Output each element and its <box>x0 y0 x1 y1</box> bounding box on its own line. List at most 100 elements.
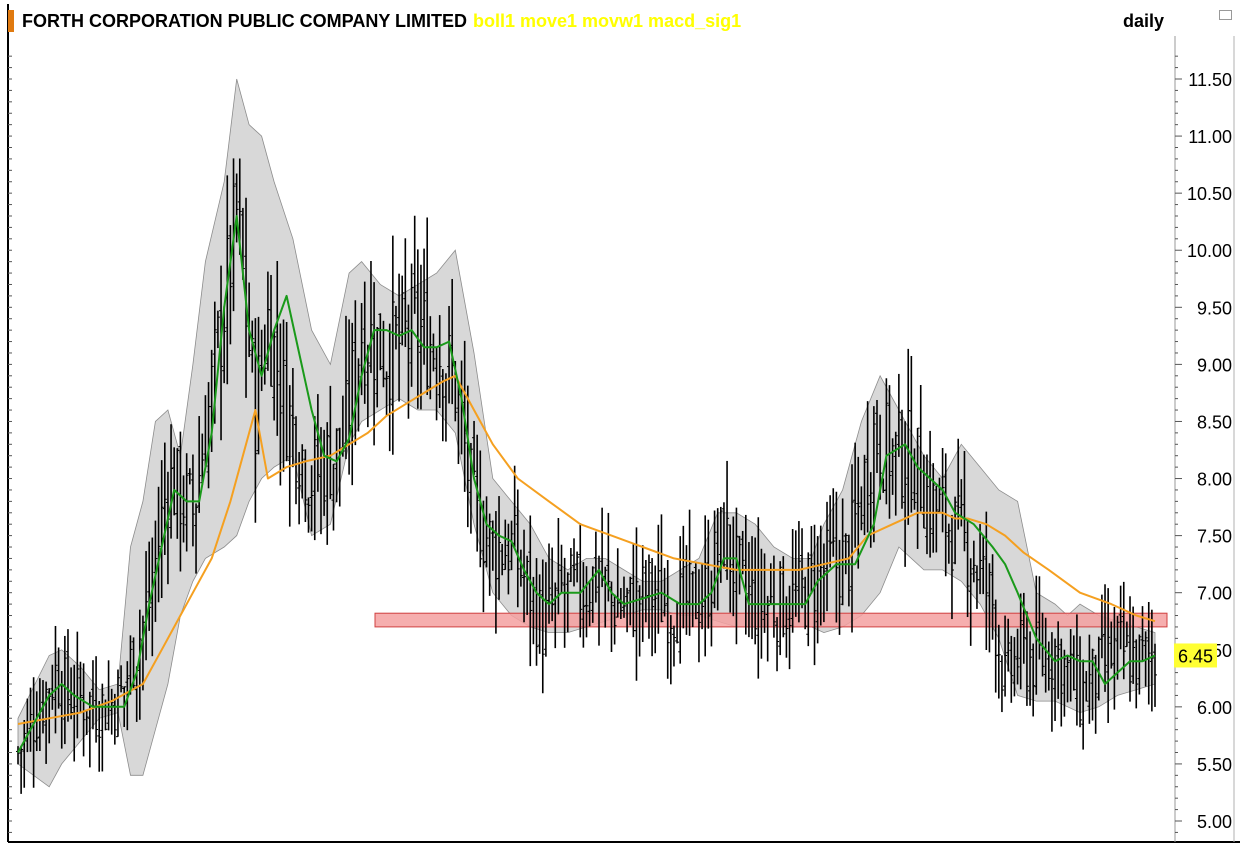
ohlc-bar <box>924 454 929 555</box>
ohlc-bar <box>287 385 292 527</box>
ohlc-bar <box>65 629 70 722</box>
ohlc-bar <box>368 261 373 374</box>
ohlc-bar <box>909 355 914 513</box>
ohlc-bar <box>790 529 795 633</box>
ohlc-bar <box>484 496 489 568</box>
ohlc-bar <box>78 661 83 714</box>
ohlc-bar <box>53 625 58 734</box>
ohlc-bar <box>500 543 505 576</box>
ohlc-bar <box>934 485 939 553</box>
ohlc-bar <box>706 519 711 629</box>
ohlc-bar <box>528 515 533 667</box>
ohlc-bar <box>671 625 676 667</box>
ohlc-bar <box>515 489 520 608</box>
ohlc-bar <box>1118 585 1123 650</box>
ohlc-bars-layer <box>16 158 1157 794</box>
ohlc-bar <box>999 655 1004 713</box>
ohlc-bar <box>425 217 430 396</box>
ohlc-bar <box>315 394 320 492</box>
ohlc-bar <box>1009 635 1014 703</box>
ohlc-bar <box>978 524 983 595</box>
ohlc-bar <box>968 558 973 646</box>
ohlc-bar <box>659 514 664 623</box>
ohlc-bar <box>540 559 545 694</box>
ohlc-bar <box>865 401 870 533</box>
ohlc-bar <box>899 409 904 509</box>
ohlc-bar <box>834 491 839 623</box>
ohlc-bar <box>859 486 864 531</box>
last-price-label: 6.45 <box>1178 646 1213 666</box>
last-price-tag-layer: 6.45 <box>1174 643 1217 668</box>
ohlc-bar <box>962 450 967 552</box>
ohlc-bar <box>690 571 695 628</box>
ohlc-bar <box>662 567 667 617</box>
ohlc-bar <box>921 454 926 529</box>
ohlc-bar <box>1087 634 1092 724</box>
support-zone <box>374 612 1168 628</box>
ohlc-bar <box>56 647 61 709</box>
ohlc-bar <box>634 527 639 681</box>
ohlc-bar <box>578 523 583 638</box>
ohlc-bar <box>381 320 386 388</box>
ohlc-bar <box>294 416 299 505</box>
ohlc-bar <box>506 523 511 595</box>
ohlc-bar <box>778 561 783 656</box>
ohlc-bar <box>628 576 633 626</box>
ohlc-bar <box>556 517 561 615</box>
ohlc-bar <box>584 566 589 638</box>
ohlc-bar <box>1121 581 1126 680</box>
ohlc-bar <box>840 498 845 606</box>
ohlc-bar <box>874 399 879 473</box>
price-tick-label: 8.00 <box>1197 470 1232 490</box>
ohlc-bar <box>887 385 892 519</box>
ohlc-bar <box>737 535 742 595</box>
price-tick-label: 10.00 <box>1187 241 1232 261</box>
ohlc-bar <box>431 333 436 372</box>
ohlc-bar <box>587 580 592 627</box>
ohlc-bar <box>553 582 558 649</box>
price-tick-label: 8.50 <box>1197 412 1232 432</box>
ohlc-bar <box>678 536 683 664</box>
ohlc-bar <box>406 304 411 419</box>
ohlc-bar <box>828 495 833 568</box>
period-label: daily <box>1123 11 1165 31</box>
chart-title-bar: FORTH CORPORATION PUBLIC COMPANY LIMITED… <box>8 9 741 33</box>
ohlc-bar <box>112 693 117 745</box>
ohlc-bar <box>537 574 542 654</box>
ohlc-bar <box>181 475 186 543</box>
ohlc-bar <box>809 526 814 594</box>
support-zone-layer <box>374 612 1168 628</box>
ohlc-bar <box>169 424 174 539</box>
ohlc-bar <box>365 344 370 428</box>
ohlc-bar <box>981 536 986 595</box>
ohlc-bar <box>1059 638 1064 727</box>
ohlc-bar <box>565 572 570 633</box>
ohlc-bar <box>568 547 573 583</box>
ohlc-bar <box>1024 611 1029 706</box>
ohlc-bar <box>1021 592 1026 664</box>
ohlc-bar <box>375 327 380 408</box>
ohlc-bar <box>918 384 923 512</box>
ohlc-bar <box>731 516 736 617</box>
ohlc-bar <box>846 534 851 607</box>
ohlc-bar <box>128 635 133 695</box>
ohlc-bar <box>115 669 120 738</box>
ohlc-bar <box>718 506 723 583</box>
ohlc-bar <box>447 305 452 404</box>
ohlc-bar <box>81 663 86 757</box>
ohlc-bar <box>390 235 395 455</box>
ohlc-bar <box>712 510 717 609</box>
price-tick-label: 7.50 <box>1197 527 1232 547</box>
ohlc-bar <box>949 514 954 620</box>
ohlc-bar <box>284 321 289 462</box>
ohlc-bar <box>281 319 286 472</box>
price-axis: 11.50 11.00 10.50 10.00 9.50 9.00 8.50 8.00 7.50… <box>8 55 1232 833</box>
price-tick-label: 7.00 <box>1197 584 1232 604</box>
ohlc-bar <box>775 617 780 672</box>
ohlc-bar <box>22 720 27 788</box>
ohlc-bar <box>550 547 555 622</box>
ohlc-bar <box>1084 671 1089 702</box>
ohlc-bar <box>915 427 920 549</box>
ohlc-bar <box>931 463 936 553</box>
ohlc-bar <box>1018 593 1023 690</box>
